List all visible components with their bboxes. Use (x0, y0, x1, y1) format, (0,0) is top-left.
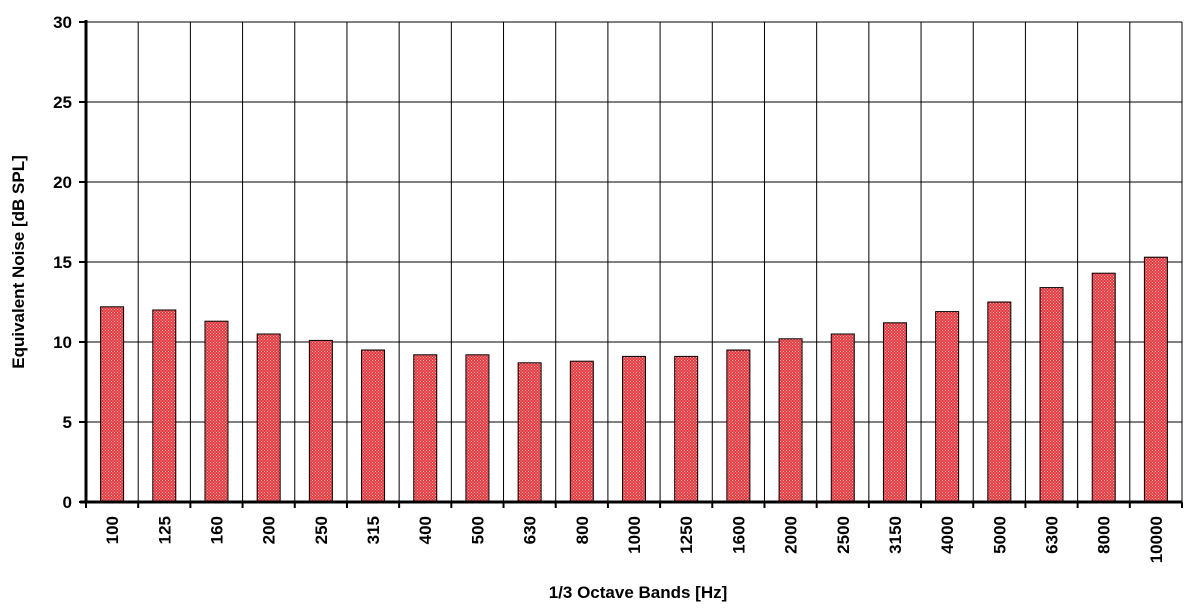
x-tick-label: 4000 (938, 516, 957, 554)
x-tick-label: 315 (364, 516, 383, 544)
bar-250 (308, 339, 333, 503)
x-tick-label: 500 (468, 516, 487, 544)
x-axis-title: 1/3 Octave Bands [Hz] (549, 583, 728, 602)
x-tick-label: 125 (155, 516, 174, 544)
x-tick-label: 1250 (677, 516, 696, 554)
x-tick-label: 400 (416, 516, 435, 544)
axes (79, 20, 1183, 508)
y-axis-title: Equivalent Noise [dB SPL] (9, 155, 28, 368)
bar-3150 (882, 322, 907, 503)
bar-8000 (1091, 272, 1116, 503)
bar-400 (413, 354, 438, 503)
x-tick-label: 3150 (886, 516, 905, 554)
y-tick-label: 20 (53, 173, 72, 192)
bar-1250 (674, 355, 699, 503)
y-tick-label: 25 (53, 93, 72, 112)
bars (100, 256, 1168, 503)
x-tick-label: 800 (573, 516, 592, 544)
x-tick-label: 1000 (625, 516, 644, 554)
bar-5000 (987, 301, 1012, 503)
bar-125 (152, 309, 177, 503)
x-tick-label: 2000 (782, 516, 801, 554)
y-tick-label: 5 (63, 413, 72, 432)
bar-200 (256, 333, 281, 503)
x-tick-label: 6300 (1043, 516, 1062, 554)
y-tick-label: 30 (53, 13, 72, 32)
gridlines (86, 21, 1183, 502)
x-tick-label: 160 (207, 516, 226, 544)
x-tick-label: 2500 (834, 516, 853, 554)
bar-1000 (622, 355, 646, 503)
bar-160 (204, 320, 229, 503)
bar-1600 (726, 349, 751, 503)
bar-4000 (935, 311, 960, 503)
y-tick-label: 10 (53, 333, 72, 352)
bar-100 (100, 306, 125, 503)
bar-630 (517, 362, 542, 503)
bar-2500 (830, 333, 855, 503)
bar-500 (465, 354, 490, 503)
bar-800 (569, 360, 594, 503)
y-tick-label: 15 (53, 253, 72, 272)
x-tick-label: 250 (312, 516, 331, 544)
x-tick-label: 1600 (729, 516, 748, 554)
x-tick-label: 100 (103, 516, 122, 544)
bar-315 (361, 349, 386, 503)
x-tick-label: 5000 (990, 516, 1009, 554)
bar-2000 (778, 338, 803, 503)
x-tick-labels: 100 125 160 200 250 315 400 500 630 800 1000 1250 16… (103, 516, 1166, 563)
x-tick-label: 8000 (1095, 516, 1114, 554)
bar-10000 (1143, 256, 1168, 503)
x-tick-label: 630 (521, 516, 540, 544)
bar-6300 (1039, 287, 1064, 503)
y-tick-labels: 0 5 10 15 20 25 30 (53, 13, 72, 512)
x-tick-label: 10000 (1147, 516, 1166, 563)
x-tick-label: 200 (260, 516, 279, 544)
y-tick-label: 0 (63, 493, 72, 512)
